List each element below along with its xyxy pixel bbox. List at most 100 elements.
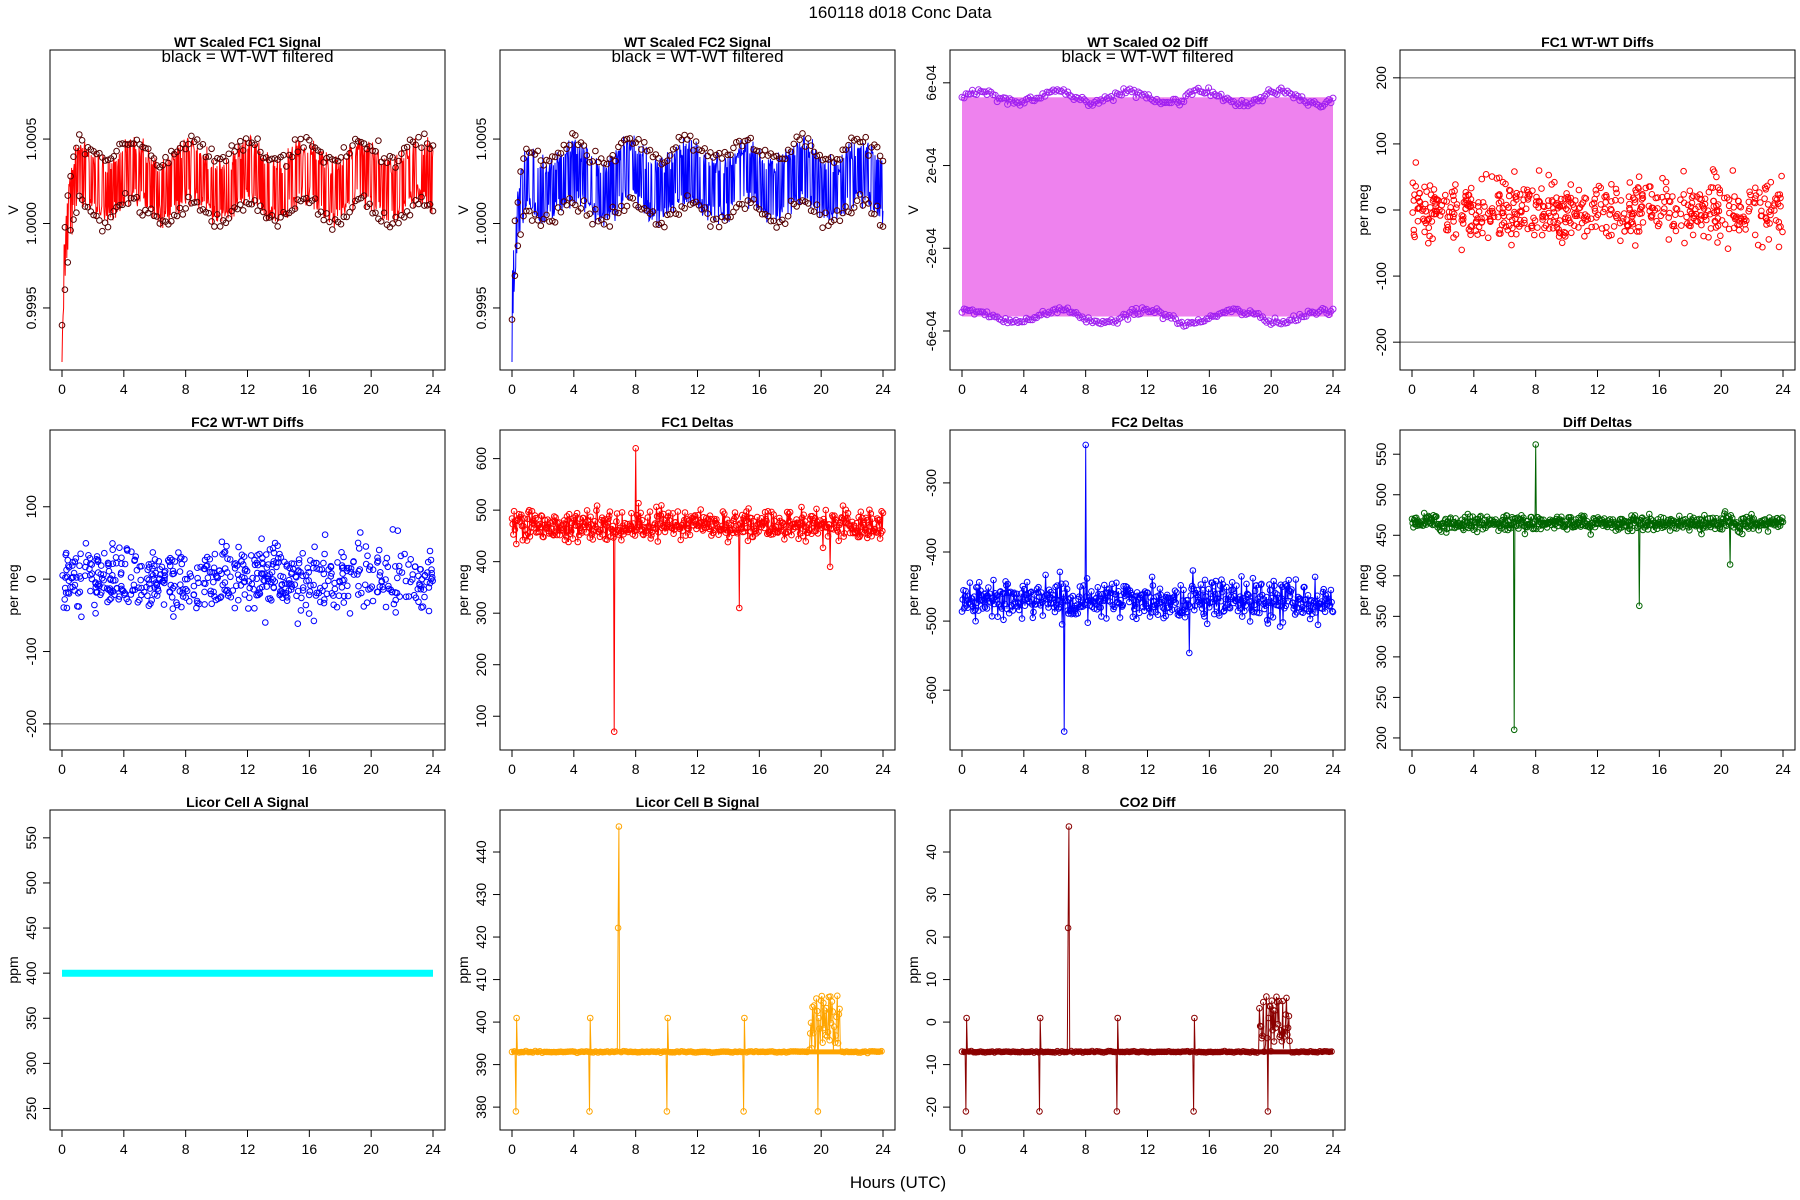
data-point: [615, 143, 622, 151]
data-point: [1779, 228, 1786, 236]
data-point: [613, 518, 620, 525]
data-point: [643, 147, 651, 155]
data-point: [1778, 172, 1785, 180]
y-tick-label: -2e-04: [923, 228, 939, 269]
data-point: [282, 589, 290, 597]
data-point: [1689, 231, 1697, 239]
data-point: [603, 213, 611, 221]
data-point: [738, 201, 746, 208]
data-point: [320, 216, 328, 224]
data-point: [738, 511, 746, 519]
data-point: [349, 204, 356, 211]
data-point: [69, 562, 76, 569]
data-point: [975, 308, 983, 316]
data-point: [427, 556, 435, 564]
data-point: [239, 207, 247, 214]
data-point: [819, 544, 827, 552]
data-point: [216, 567, 223, 575]
data-point: [1597, 184, 1604, 192]
data-point: [1638, 196, 1645, 203]
data-point: [1619, 215, 1627, 222]
data-point: [1066, 91, 1074, 99]
data-point: [842, 146, 849, 153]
data-point: [1329, 305, 1337, 313]
data-point: [1113, 579, 1120, 587]
data-point: [1234, 100, 1242, 108]
data-point: [168, 218, 175, 225]
x-tick-label: 24: [875, 1141, 891, 1157]
data-point: [1254, 595, 1262, 603]
data-point: [531, 211, 539, 218]
data-point: [664, 157, 671, 165]
data-point: [1154, 611, 1162, 618]
data-point: [1560, 228, 1568, 236]
data-point: [263, 564, 271, 571]
data-point: [1620, 210, 1628, 217]
data-point: [1085, 594, 1093, 601]
data-point: [1588, 223, 1595, 231]
data-point: [373, 588, 381, 596]
data-point: [824, 533, 832, 540]
data-point: [603, 522, 610, 529]
data-point: [1698, 196, 1705, 203]
data-point: [376, 583, 384, 591]
data-point: [1022, 314, 1030, 322]
data-point: [395, 157, 402, 165]
data-point: [78, 137, 86, 144]
data-point: [786, 508, 794, 516]
data-point: [1261, 92, 1269, 100]
data-point: [1301, 583, 1308, 591]
data-point: [1131, 602, 1139, 609]
data-point: [1121, 592, 1129, 600]
data-point: [164, 557, 172, 564]
data-point: [1048, 595, 1056, 602]
y-tick-label: 100: [1373, 132, 1389, 156]
data-point: [1053, 582, 1061, 589]
data-point: [1020, 99, 1028, 107]
data-point: [279, 573, 287, 581]
data-point: [1271, 314, 1279, 322]
data-point: [257, 202, 264, 210]
y-tick-label: 10: [923, 972, 939, 988]
data-point: [185, 140, 192, 148]
data-point: [1240, 596, 1247, 603]
data-point: [635, 499, 642, 507]
data-point: [323, 590, 331, 598]
data-point: [549, 153, 556, 160]
data-point: [1033, 94, 1041, 102]
data-point: [1680, 191, 1688, 198]
data-point: [270, 558, 277, 565]
data-point: [1018, 318, 1026, 326]
x-tick-label: 4: [120, 381, 128, 397]
data-point: [1698, 530, 1705, 538]
data-point: [1697, 212, 1705, 219]
data-point: [1697, 516, 1705, 524]
data-point: [1736, 221, 1743, 228]
data-point: [580, 142, 588, 149]
data-point: [331, 585, 339, 593]
data-point: [205, 153, 212, 160]
data-point: [128, 548, 135, 555]
data-point: [1060, 590, 1067, 597]
data-point: [876, 516, 883, 524]
data-point: [418, 583, 425, 590]
x-tick-label: 4: [1470, 381, 1478, 397]
data-point: [709, 529, 717, 537]
data-point: [426, 547, 434, 555]
data-point: [1090, 598, 1097, 606]
data-point: [729, 529, 737, 537]
data-point: [1632, 242, 1639, 249]
data-point: [879, 157, 887, 165]
data-point: [753, 147, 760, 154]
data-point: [360, 603, 368, 610]
data-point: [1624, 221, 1631, 229]
data-point: [1049, 591, 1057, 599]
data-point: [394, 574, 401, 582]
data-point: [121, 560, 129, 568]
data-point: [1570, 204, 1578, 211]
data-point: [1771, 207, 1778, 214]
data-point: [1226, 604, 1234, 612]
data-point: [1564, 207, 1571, 214]
data-point: [1285, 576, 1293, 584]
